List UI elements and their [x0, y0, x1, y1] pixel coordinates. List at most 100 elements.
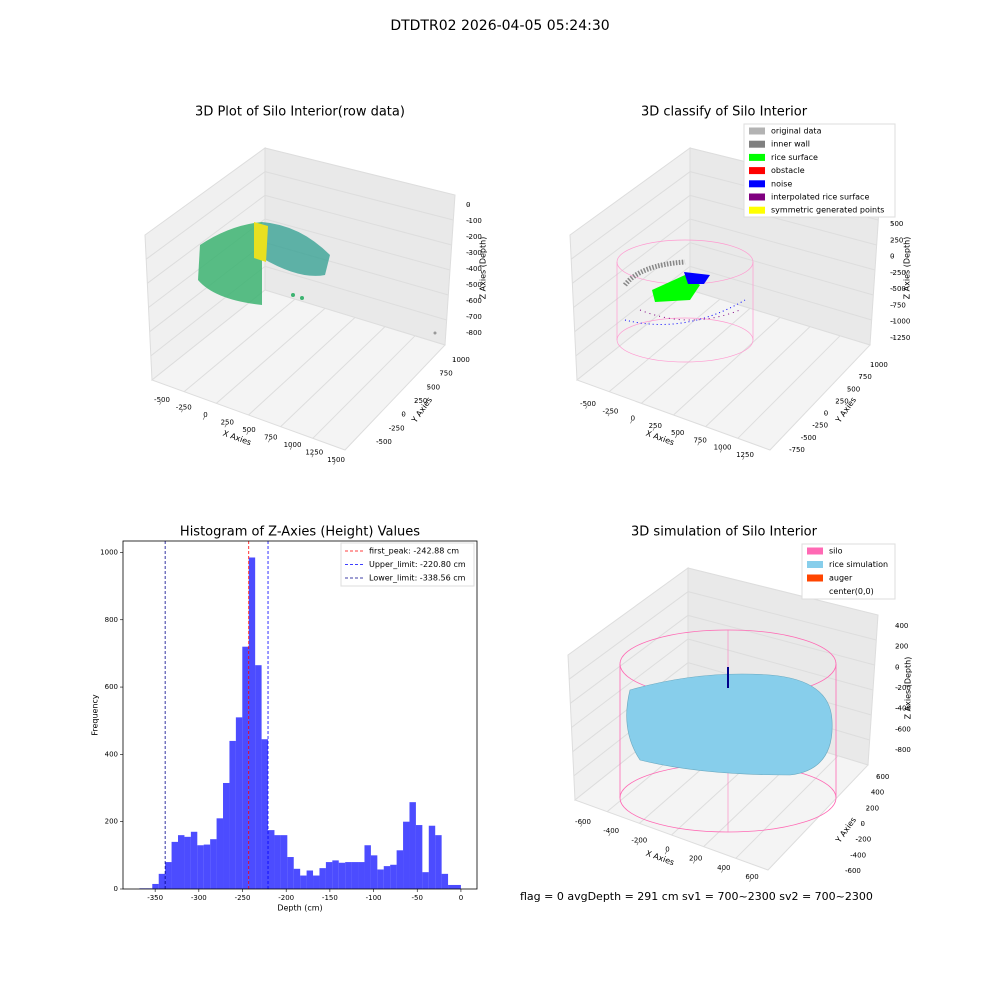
pane-grid	[568, 591, 689, 680]
bar	[345, 862, 352, 889]
tick-label: -750	[890, 301, 906, 309]
tick-label: 0	[665, 846, 669, 854]
tick-label: -250	[890, 269, 906, 277]
bar	[152, 883, 159, 889]
point-cloud	[616, 239, 754, 363]
bar	[287, 857, 294, 889]
tick-mark	[721, 869, 724, 873]
pane-grid	[735, 755, 839, 859]
pane-grid	[264, 171, 454, 221]
legend-swatch	[807, 574, 823, 582]
tick-label: 500	[890, 220, 903, 228]
bar	[441, 873, 449, 889]
tick-mark	[675, 434, 678, 439]
tick-mark	[268, 439, 271, 443]
tick-mark	[585, 405, 588, 409]
tick-label: 0	[895, 663, 899, 671]
tick-label: 200	[895, 643, 908, 651]
legend-label: noise	[771, 179, 792, 188]
bar	[300, 875, 307, 889]
pane-grid	[147, 194, 266, 284]
bar	[190, 831, 198, 889]
tick-label: 750	[264, 434, 277, 442]
tick-label: 1000	[452, 356, 470, 364]
bar	[377, 869, 384, 889]
legend-label: silo	[829, 547, 843, 556]
tick-label: 500	[427, 383, 440, 391]
tick-label: -200	[466, 233, 482, 241]
tick-label: -200	[631, 836, 647, 844]
tick-label: -250	[176, 404, 192, 412]
pane-grid	[575, 265, 691, 357]
legend-box	[340, 542, 475, 587]
chart-title: 3D classify of Silo Interior	[641, 105, 808, 120]
bar	[242, 646, 249, 889]
tick-mark	[607, 412, 610, 417]
tick-label: -250	[812, 422, 828, 430]
tick-label: 1000	[714, 444, 732, 452]
tick-label: -400	[895, 705, 911, 713]
y-axis-label: Y Axies	[833, 816, 858, 846]
bar	[165, 862, 172, 889]
x-axis-label: X Axies	[645, 849, 676, 868]
pane-grid	[687, 614, 875, 666]
bar	[338, 862, 346, 889]
pane-grid	[183, 298, 296, 393]
tick-mark	[692, 860, 696, 864]
tick-mark	[608, 832, 611, 837]
point-cloud	[198, 222, 437, 335]
bar	[158, 873, 166, 889]
x-axis-label: Depth (cm)	[277, 904, 322, 913]
tick-label: 600	[876, 773, 889, 781]
tick-label: 250	[221, 419, 234, 427]
tick-label: 400	[871, 789, 884, 797]
tick-label: 0	[401, 411, 405, 419]
tick-label: 600	[745, 873, 758, 881]
tick-label: 0	[203, 411, 207, 419]
tick-mark	[224, 424, 227, 428]
tick-mark	[580, 823, 583, 827]
axes-frame	[122, 540, 478, 890]
silo-surface	[619, 629, 837, 833]
tick-label: -500	[154, 396, 170, 404]
y-axis-label: Frequency	[91, 694, 100, 736]
tick-label: -600	[575, 818, 591, 826]
legend-box	[743, 123, 896, 218]
pane-grid	[248, 317, 356, 416]
legend-label: first_peak: -242.88 cm	[369, 547, 459, 556]
tick-label: -400	[466, 265, 482, 273]
x-tick-label: -350	[147, 894, 163, 902]
chart-title: 3D simulation of Silo Interior	[631, 525, 818, 540]
pane-grid	[280, 326, 386, 428]
tick-label: -300	[466, 249, 482, 257]
bar	[184, 836, 191, 889]
bar	[171, 841, 179, 889]
legend-label: center(0,0)	[829, 587, 874, 596]
legend-swatch	[749, 127, 765, 135]
legend-swatch	[807, 588, 823, 595]
tick-label: -400	[603, 827, 619, 835]
legend-swatch	[749, 167, 765, 175]
y-tick-label: 400	[105, 750, 118, 758]
legend-label: auger	[829, 574, 853, 583]
y-tick-label: 0	[114, 885, 118, 893]
bar	[255, 665, 262, 889]
chart-title: 3D Plot of Silo Interior(row data)	[195, 105, 405, 120]
tick-label: -400	[850, 851, 866, 859]
bar	[319, 868, 326, 889]
legend-label: symmetric generated points	[771, 206, 884, 215]
bar	[268, 830, 275, 889]
bar	[280, 835, 288, 889]
bar	[248, 557, 256, 889]
bar	[178, 835, 185, 889]
x-tick-label: -50	[412, 894, 423, 902]
pane-grid	[574, 242, 691, 333]
tick-mark	[159, 401, 162, 405]
tick-label: -200	[895, 684, 911, 692]
pane-grid	[264, 218, 451, 271]
tick-label: -500	[376, 438, 392, 446]
pane-grid	[737, 335, 841, 439]
tick-label: 200	[866, 804, 879, 812]
tick-label: 1250	[305, 449, 323, 457]
